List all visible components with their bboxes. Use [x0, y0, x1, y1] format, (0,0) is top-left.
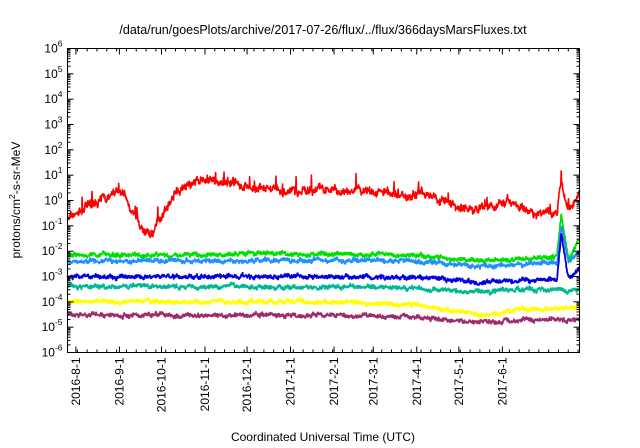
x-tick-label: 2017-1-1	[284, 357, 298, 405]
y-tick-label: 10-2	[42, 241, 63, 258]
y-axis: 10-6 10-5 10-4 10-3 10-2 10-1 100 101 102 103 104 1…	[42, 39, 580, 360]
x-tick-label: 2016-12-1	[240, 357, 254, 412]
x-tick-label: 2017-5-1	[452, 357, 466, 405]
x-tick-label: 2016-10-1	[154, 357, 168, 412]
series-line	[66, 265, 581, 282]
y-tick-label: 10-1	[42, 216, 63, 233]
x-tick-label: 2017-2-1	[327, 357, 341, 405]
chart-title: /data/run/goesPlots/archive/2017-07-26/f…	[119, 23, 527, 37]
y-tick-label: 10-3	[42, 267, 63, 284]
series-line	[66, 310, 581, 326]
y-tick-label: 105	[44, 64, 62, 81]
y-tick-label: 104	[44, 89, 62, 106]
x-tick-label: 2017-4-1	[410, 357, 424, 405]
x-axis: 2016-8-1 2016-9-1 2016-10-1 2016-11-1 2016-1…	[67, 48, 579, 412]
y-tick-label: 102	[44, 140, 62, 157]
series-line	[66, 225, 581, 270]
x-tick-label: 2016-8-1	[69, 357, 83, 405]
y-axis-label-exp: 2	[7, 194, 17, 199]
series-layer	[66, 170, 581, 326]
series-line	[66, 281, 581, 296]
y-tick-label: 10-4	[42, 292, 63, 309]
series-line	[66, 232, 581, 286]
series-line	[66, 213, 581, 264]
y-tick-label: 10-5	[42, 317, 63, 334]
x-tick-label: 2016-11-1	[198, 357, 212, 411]
y-tick-label: 10-6	[42, 343, 63, 360]
y-axis-label-rest: -s-sr-MeV	[9, 142, 23, 195]
x-tick-label: 2017-3-1	[366, 357, 380, 405]
y-axis-label: protons/cm2-s-sr-MeV	[7, 142, 23, 259]
x-axis-label: Coordinated Universal Time (UTC)	[231, 430, 415, 444]
y-tick-label: 103	[44, 115, 62, 132]
x-tick-label: 2017-6-1	[495, 357, 509, 405]
y-axis-label-main: protons/cm	[9, 199, 23, 258]
series-line	[67, 296, 580, 319]
series-line	[66, 170, 581, 239]
x-tick-label: 2016-9-1	[112, 357, 126, 405]
y-tick-label: 100	[44, 191, 62, 208]
y-tick-label: 106	[44, 39, 62, 56]
y-tick-label: 101	[44, 165, 62, 182]
